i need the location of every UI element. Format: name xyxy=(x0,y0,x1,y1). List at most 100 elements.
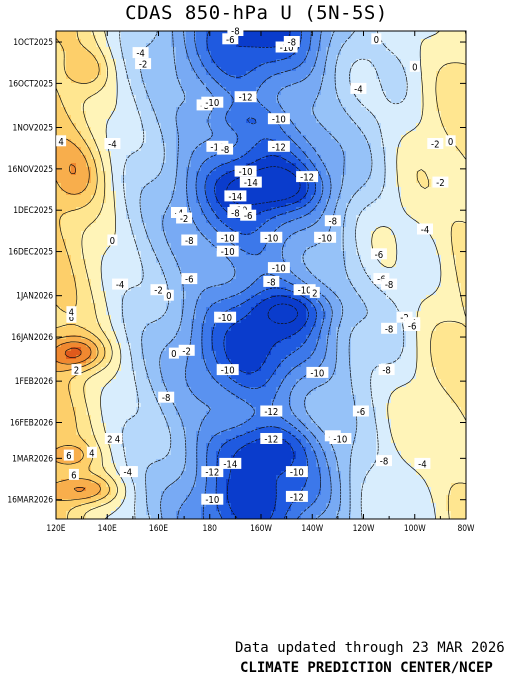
field-cell xyxy=(201,43,207,48)
field-cell xyxy=(166,91,172,96)
field-cell xyxy=(291,155,297,160)
field-cell xyxy=(186,31,192,36)
field-cell xyxy=(431,127,437,132)
field-cell xyxy=(436,203,442,208)
field-cell xyxy=(86,31,92,36)
field-cell xyxy=(156,139,162,144)
field-cell xyxy=(81,79,87,84)
field-cell xyxy=(76,39,82,44)
field-cell xyxy=(176,267,182,272)
field-cell xyxy=(296,63,302,68)
field-cell xyxy=(311,195,317,200)
field-cell xyxy=(61,71,67,76)
field-cell xyxy=(151,87,157,92)
field-cell xyxy=(331,191,337,196)
field-cell xyxy=(171,231,177,236)
field-cell xyxy=(286,255,292,260)
field-cell xyxy=(251,235,257,240)
field-cell xyxy=(371,163,377,168)
field-cell xyxy=(126,203,132,208)
field-cell xyxy=(376,167,382,172)
field-cell xyxy=(66,147,72,152)
field-cell xyxy=(156,35,162,40)
field-cell xyxy=(131,267,137,272)
field-cell xyxy=(101,111,107,116)
field-cell xyxy=(206,191,212,196)
field-cell xyxy=(111,111,117,116)
field-cell xyxy=(281,79,287,84)
field-cell xyxy=(126,183,132,188)
field-cell xyxy=(421,179,427,184)
field-cell xyxy=(436,55,442,60)
field-cell xyxy=(346,107,352,112)
field-cell xyxy=(321,251,327,256)
field-cell xyxy=(106,199,112,204)
field-cell xyxy=(81,219,87,224)
field-cell xyxy=(286,151,292,156)
field-cell xyxy=(241,47,247,52)
field-cell xyxy=(406,243,412,248)
field-cell xyxy=(161,71,167,76)
field-cell xyxy=(241,119,247,124)
field-cell xyxy=(316,107,322,112)
field-cell xyxy=(231,171,237,176)
field-cell xyxy=(426,243,432,248)
field-cell xyxy=(186,251,192,256)
field-cell xyxy=(436,67,442,72)
field-cell xyxy=(266,219,272,224)
field-cell xyxy=(181,143,187,148)
field-cell xyxy=(126,199,132,204)
field-cell xyxy=(76,171,82,176)
field-cell xyxy=(191,175,197,180)
field-cell xyxy=(146,195,152,200)
field-cell xyxy=(186,155,192,160)
field-cell xyxy=(401,175,407,180)
field-cell xyxy=(286,219,292,224)
field-cell xyxy=(456,71,462,76)
field-cell xyxy=(56,51,62,56)
field-cell xyxy=(166,131,172,136)
field-cell xyxy=(161,263,167,268)
field-cell xyxy=(361,235,367,240)
field-cell xyxy=(351,199,357,204)
field-cell xyxy=(431,71,437,76)
field-cell xyxy=(261,195,267,200)
field-cell xyxy=(116,207,122,212)
field-cell xyxy=(446,223,452,228)
field-cell xyxy=(91,119,97,124)
field-cell xyxy=(411,167,417,172)
field-cell xyxy=(421,207,427,212)
field-cell xyxy=(396,47,402,52)
field-cell xyxy=(376,219,382,224)
field-cell xyxy=(211,211,217,216)
field-cell xyxy=(421,87,427,92)
field-cell xyxy=(121,255,127,260)
field-cell xyxy=(311,139,317,144)
field-cell xyxy=(116,231,122,236)
field-cell xyxy=(226,167,232,172)
field-cell xyxy=(401,139,407,144)
field-cell xyxy=(356,167,362,172)
field-cell xyxy=(61,39,67,44)
field-cell xyxy=(351,179,357,184)
field-cell xyxy=(206,207,212,212)
field-cell xyxy=(71,151,77,156)
field-cell xyxy=(281,87,287,92)
field-cell xyxy=(401,183,407,188)
field-cell xyxy=(366,227,372,232)
field-cell xyxy=(291,95,297,100)
field-cell xyxy=(376,191,382,196)
field-cell xyxy=(266,207,272,212)
field-cell xyxy=(156,63,162,68)
field-cell xyxy=(91,199,97,204)
field-cell xyxy=(361,51,367,56)
field-cell xyxy=(141,111,147,116)
field-cell xyxy=(456,147,462,152)
field-cell xyxy=(381,175,387,180)
field-cell xyxy=(141,203,147,208)
field-cell xyxy=(421,35,427,40)
field-cell xyxy=(451,119,457,124)
field-cell xyxy=(386,191,392,196)
field-cell xyxy=(176,227,182,232)
field-cell xyxy=(376,127,382,132)
